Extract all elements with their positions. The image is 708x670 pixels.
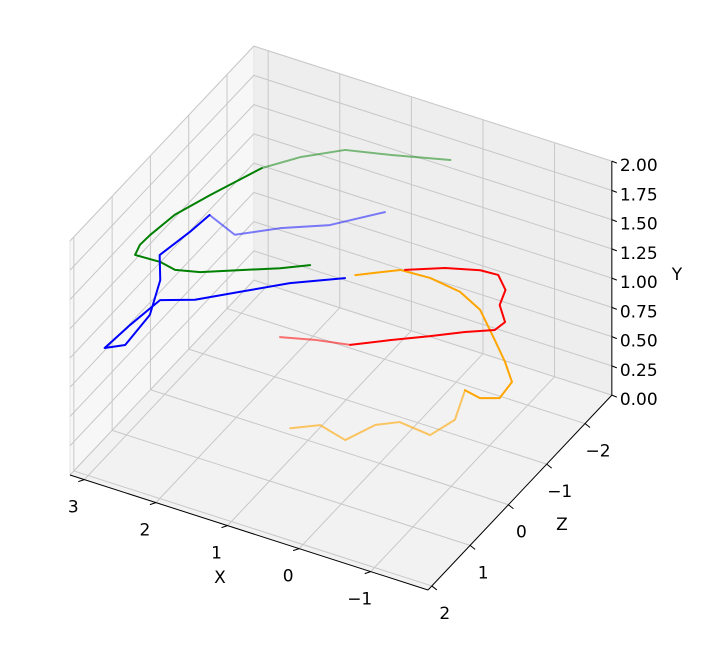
y-tick-label: 0.75 bbox=[620, 302, 658, 322]
tick-mark bbox=[431, 585, 438, 591]
trajectories bbox=[103, 148, 513, 442]
x-tick-label: −1 bbox=[347, 590, 372, 610]
grid-line bbox=[69, 104, 612, 300]
y-tick-label: 0.50 bbox=[620, 332, 658, 352]
tick-mark bbox=[546, 463, 553, 469]
tick-mark bbox=[611, 160, 618, 164]
z-axis-label: Z bbox=[556, 515, 568, 535]
y-tick-label: 1.75 bbox=[620, 185, 658, 205]
grid-line bbox=[69, 162, 612, 359]
x-tick-label: 3 bbox=[68, 498, 79, 518]
trajectory bbox=[103, 214, 347, 349]
trajectory bbox=[208, 211, 386, 236]
tick-mark bbox=[584, 423, 591, 428]
tick-mark bbox=[611, 277, 618, 281]
tick-mark bbox=[221, 525, 228, 529]
tick-mark bbox=[508, 504, 514, 510]
tick-mark bbox=[611, 248, 618, 252]
grid-line bbox=[69, 133, 612, 330]
y-tick-label: 2.00 bbox=[620, 156, 658, 176]
trajectory bbox=[354, 268, 513, 400]
grid-line bbox=[69, 74, 612, 271]
trajectory bbox=[134, 167, 312, 274]
tick-mark bbox=[469, 544, 476, 550]
tick-mark bbox=[364, 571, 371, 575]
y-tick-label: 1.50 bbox=[620, 215, 658, 235]
tick-mark bbox=[611, 336, 618, 340]
y-axis-label: Y bbox=[671, 265, 683, 285]
grid-line bbox=[69, 221, 612, 417]
grid-line bbox=[69, 250, 612, 447]
trajectory bbox=[349, 266, 507, 346]
grid-line bbox=[69, 45, 612, 242]
trajectory bbox=[289, 389, 467, 442]
tick-mark bbox=[292, 548, 300, 552]
y-tick-label: 1.25 bbox=[620, 244, 658, 264]
x-tick-label: 1 bbox=[211, 544, 222, 564]
tick-mark bbox=[611, 394, 618, 398]
tick-mark bbox=[149, 502, 157, 506]
grid bbox=[69, 45, 618, 591]
x-tick-label: 2 bbox=[140, 521, 151, 541]
trajectory bbox=[260, 148, 452, 170]
z-tick-label: 1 bbox=[478, 563, 489, 583]
tick-mark bbox=[611, 219, 618, 223]
z-axis-line bbox=[427, 394, 613, 591]
grid-line bbox=[69, 279, 612, 476]
tick-mark bbox=[78, 479, 85, 483]
z-tick-label: −1 bbox=[547, 482, 572, 502]
x-axis-label: X bbox=[214, 568, 226, 588]
z-tick-label: −2 bbox=[585, 442, 610, 462]
tick-mark bbox=[611, 189, 618, 193]
tick-mark bbox=[611, 306, 618, 310]
panes bbox=[69, 44, 613, 591]
y-tick-label: 0.25 bbox=[620, 361, 658, 381]
x-axis-line bbox=[69, 474, 429, 591]
labels: X Y Z −1 0 1 2 3 −2 −1 0 1 2 0.00 0.25 0.50 0.75 1.00 1… bbox=[68, 156, 683, 624]
tick-mark bbox=[611, 365, 618, 369]
z-tick-label: 2 bbox=[439, 604, 450, 624]
grid-line bbox=[69, 191, 612, 388]
z-tick-label: 0 bbox=[516, 523, 527, 543]
y-tick-label: 0.00 bbox=[620, 390, 658, 410]
trajectory bbox=[279, 336, 352, 346]
y-tick-label: 1.00 bbox=[620, 273, 658, 293]
x-tick-label: 0 bbox=[283, 567, 294, 587]
